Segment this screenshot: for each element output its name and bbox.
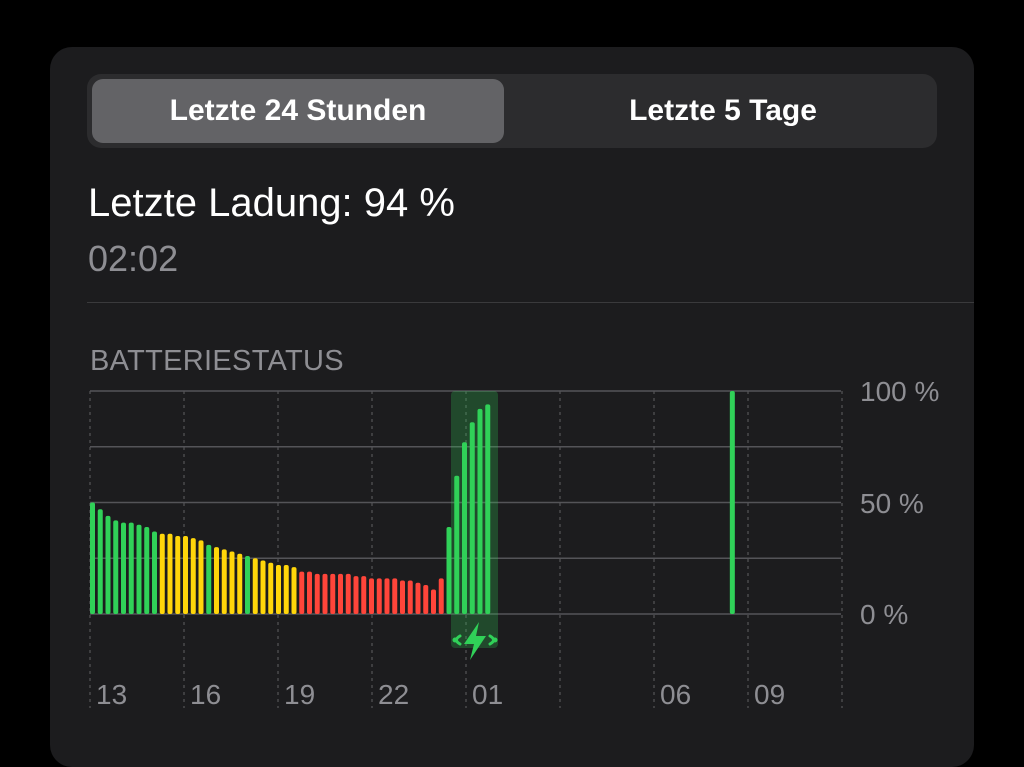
battery-level-bar [190,538,196,614]
battery-level-bar [90,502,95,614]
divider [87,302,974,303]
charging-bolt-icon [452,622,498,660]
battery-level-bar [229,551,235,614]
y-tick-label-100: 100 % [860,376,939,407]
battery-level-bar [97,509,103,614]
battery-level-bar [121,522,126,614]
battery-level-bar [384,578,390,614]
battery-level-bar [221,549,227,614]
battery-level-chart: 100 % 50 % 0 % 13 16 19 22 01 06 09 [89,376,939,710]
battery-level-bar [314,573,320,614]
battery-level-bar [477,408,483,614]
battery-level-bar [144,527,150,614]
x-axis-labels: 13 16 19 22 01 06 09 [96,679,785,710]
battery-level-bar [353,576,359,614]
battery-level-bar [454,475,460,614]
battery-level-bar [407,580,413,614]
battery-level-bar [291,567,297,614]
battery-level-bar [159,533,165,614]
x-tick-label-09: 09 [754,679,785,710]
battery-level-bar [245,556,250,614]
battery-level-bar [400,580,405,614]
battery-level-bar [446,527,452,614]
battery-level-bar [105,515,111,614]
battery-level-bar [128,522,134,614]
battery-level-bar [376,578,382,614]
battery-level-bar [167,533,173,614]
battery-level-bar [299,571,305,614]
battery-card: Letzte 24 Stunden Letzte 5 Tage Letzte L… [50,47,974,767]
battery-level-bar [307,571,312,614]
x-tick-label-06: 06 [660,679,691,710]
tab-last-5-days[interactable]: Letzte 5 Tage [629,94,817,127]
battery-level-bar [268,562,274,614]
battery-level-bar [345,573,351,614]
battery-level-bar [330,573,336,614]
battery-level-bar [431,589,436,614]
x-tick-label-16: 16 [190,679,221,710]
battery-level-bar [152,531,157,614]
battery-level-bar [361,576,367,614]
battery-level-bar [338,573,343,614]
x-tick-label-19: 19 [284,679,315,710]
battery-level-bar [252,558,258,614]
battery-level-bar [175,535,181,614]
battery-level-bar [198,540,204,614]
battery-level-bar [283,564,289,614]
battery-level-bar [415,582,421,614]
section-title: BATTERIESTATUS [90,345,344,377]
battery-level-bar [276,564,281,614]
y-axis-labels: 100 % 50 % 0 % [860,376,939,630]
y-tick-label-0: 0 % [860,599,908,630]
battery-level-bar [260,560,266,614]
battery-level-bar [369,578,374,614]
battery-level-bar [113,520,119,614]
battery-level-bar [423,585,429,614]
y-tick-label-50: 50 % [860,488,924,519]
battery-level-bar [206,544,212,614]
battery-level-bar [392,578,398,614]
x-tick-label-01: 01 [472,679,503,710]
battery-level-bar [214,547,219,614]
battery-level-bar [729,391,735,614]
battery-level-bar [237,553,243,614]
time-range-segmented-control: Letzte 24 Stunden Letzte 5 Tage [87,74,937,148]
battery-level-bar [462,442,467,614]
battery-level-bar [485,404,491,614]
chart-bars [90,391,735,614]
tab-last-24-hours[interactable]: Letzte 24 Stunden [92,79,504,143]
last-charge-label: Letzte Ladung: 94 % [88,181,455,225]
last-charge-time: 02:02 [88,238,179,279]
battery-level-bar [469,422,475,614]
x-tick-label-22: 22 [378,679,409,710]
battery-level-bar [322,573,328,614]
battery-level-bar [136,524,142,614]
x-tick-label-13: 13 [96,679,127,710]
battery-level-bar [183,535,188,614]
battery-level-bar [438,578,444,614]
